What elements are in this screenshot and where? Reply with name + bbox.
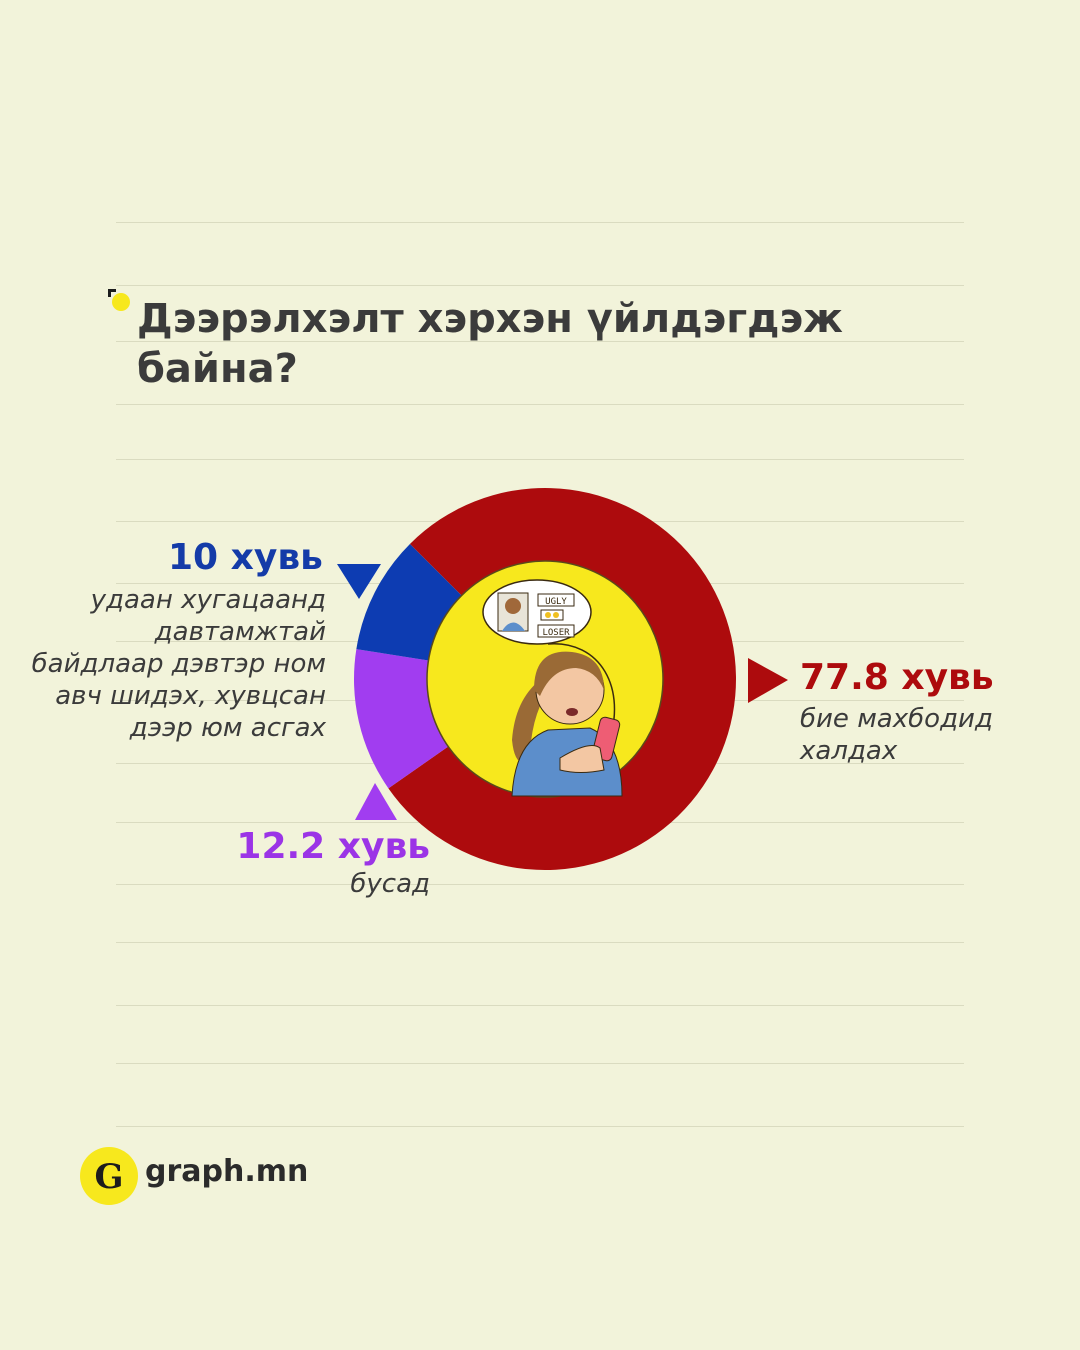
- slice-description-red: бие махбодид халдах: [800, 704, 993, 766]
- notebook-line: [116, 404, 964, 405]
- title-bullet-icon: [108, 289, 130, 311]
- slice-description-blue: удаан хугацаанд давтамжтай байдлаар дэвт…: [31, 585, 326, 743]
- notebook-line: [116, 1126, 964, 1127]
- bubble-word: UGLY: [545, 597, 567, 607]
- notebook-line: [116, 222, 964, 223]
- slice-description-purple: бусад: [350, 869, 430, 899]
- notebook-line: [116, 459, 964, 460]
- notebook-line: [116, 1063, 964, 1064]
- notebook-line: [116, 285, 964, 286]
- girl-with-phone-illustration: UGLY LOSER: [482, 579, 623, 797]
- slice-label-purple: 12.2 хувь: [236, 826, 430, 867]
- slice-other: [354, 649, 449, 789]
- page-title: Дээрэлхэлт хэрхэн үйлдэгдэж байна?: [137, 296, 843, 392]
- slice-label-blue: 10 хувь: [168, 537, 323, 578]
- brand-name: graph.mn: [145, 1154, 309, 1189]
- notebook-line: [116, 942, 964, 943]
- slice-repeated: [356, 543, 462, 661]
- logo-letter: G: [94, 1157, 123, 1197]
- bubble-word: LOSER: [542, 628, 570, 638]
- slice-label-red: 77.8 хувь: [800, 657, 994, 698]
- blue-pointer-icon: [337, 564, 381, 599]
- graph-logo-icon: G: [80, 1147, 138, 1205]
- notebook-line: [116, 341, 964, 342]
- red-pointer-icon: [748, 658, 788, 703]
- notebook-line: [116, 884, 964, 885]
- notebook-line: [116, 1005, 964, 1006]
- purple-pointer-icon: [355, 783, 397, 820]
